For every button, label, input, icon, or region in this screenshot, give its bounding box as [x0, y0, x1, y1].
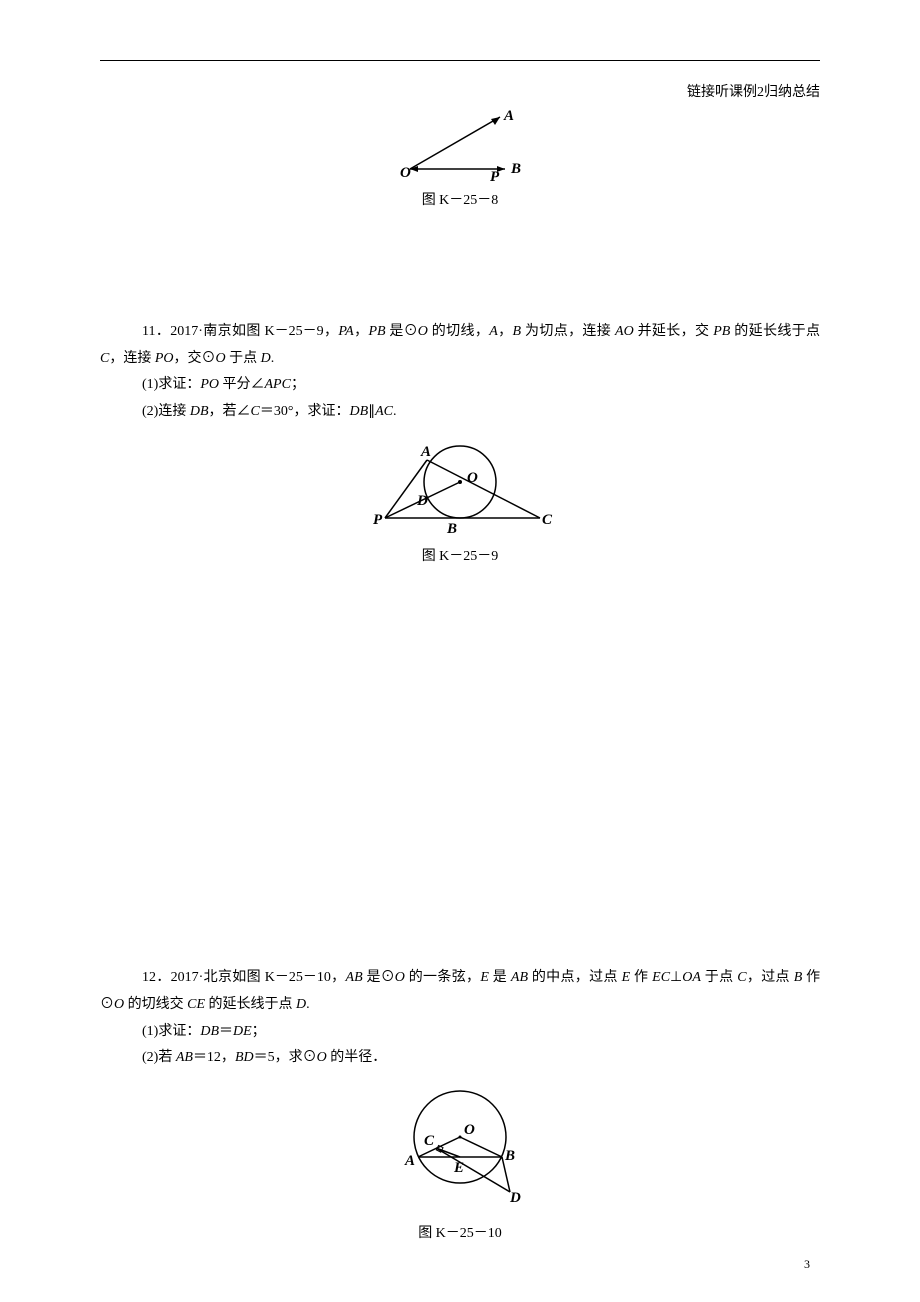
link-reference: 链接听课例2归纳总结: [100, 81, 820, 101]
svg-text:B: B: [446, 521, 457, 537]
figure-10-svg: O C A E B D: [380, 1087, 540, 1217]
svg-text:O: O: [467, 470, 478, 486]
header-rule: [100, 60, 820, 61]
figure-8-container: A B O P 图 K－25－8: [100, 109, 820, 209]
problem-12-part1: (1)求证：DB＝DE；: [100, 1019, 820, 1046]
figure-8-caption: 图 K－25－8: [100, 189, 820, 209]
problem-12: 12．2017·北京如图 K－25－10，AB 是⊙O 的一条弦，E 是 AB …: [100, 965, 820, 1071]
figure-9-svg: A O D P B C: [365, 440, 555, 540]
svg-text:D: D: [416, 493, 428, 509]
svg-text:B: B: [504, 1148, 515, 1164]
figure-9-container: A O D P B C 图 K－25－9: [100, 440, 820, 565]
svg-text:A: A: [503, 109, 514, 124]
page-number: 3: [804, 1257, 810, 1272]
problem-12-body: 12．2017·北京如图 K－25－10，AB 是⊙O 的一条弦，E 是 AB …: [100, 965, 820, 1018]
figure-10-caption: 图 K－25－10: [100, 1222, 820, 1242]
svg-text:B: B: [510, 161, 521, 177]
svg-text:P: P: [490, 169, 500, 184]
problem-12-part2: (2)若 AB＝12，BD＝5，求⊙O 的半径．: [100, 1045, 820, 1072]
problem-11-body: 11．2017·南京如图 K－25－9，PA，PB 是⊙O 的切线，A，B 为切…: [100, 319, 820, 372]
svg-text:O: O: [464, 1122, 475, 1138]
problem-11: 11．2017·南京如图 K－25－9，PA，PB 是⊙O 的切线，A，B 为切…: [100, 319, 820, 425]
figure-8-svg: A B O P: [390, 109, 530, 184]
svg-text:O: O: [400, 165, 411, 181]
problem-11-part1: (1)求证：PO 平分∠APC；: [100, 372, 820, 399]
svg-text:A: A: [404, 1153, 415, 1169]
svg-text:D: D: [509, 1190, 521, 1206]
svg-text:C: C: [424, 1133, 435, 1149]
svg-text:P: P: [373, 512, 383, 528]
svg-text:E: E: [453, 1160, 464, 1176]
problem-11-part2: (2)连接 DB，若∠C＝30°，求证：DB∥AC.: [100, 399, 820, 426]
figure-9-caption: 图 K－25－9: [100, 545, 820, 565]
svg-text:C: C: [542, 512, 553, 528]
figure-10-container: O C A E B D 图 K－25－10: [100, 1087, 820, 1242]
svg-text:A: A: [420, 444, 431, 460]
